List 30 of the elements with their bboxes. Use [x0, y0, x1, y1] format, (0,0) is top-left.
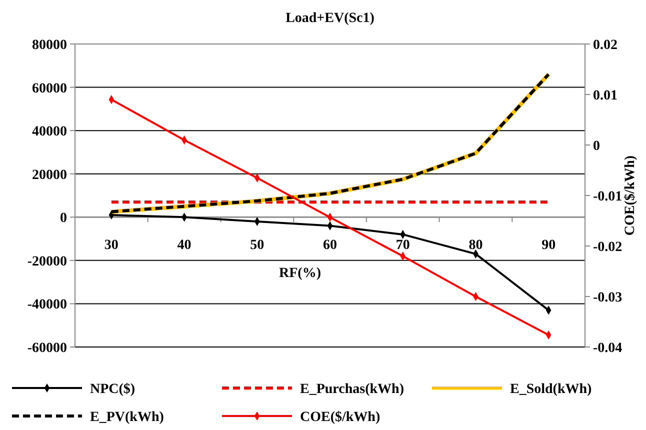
chart-title: Load+EV(Sc1) [286, 11, 375, 26]
y2-tick-label: -0.01 [593, 190, 622, 204]
x-tick-label: 30 [104, 238, 118, 254]
y-tick-label: 80000 [32, 38, 67, 53]
y-tick-label: 60000 [32, 81, 67, 96]
y2-axis-title: COE($/kWh) [623, 155, 638, 236]
y-tick-label: -40000 [27, 298, 67, 313]
y2-tick-label: 0.01 [593, 88, 618, 104]
y2-tick-label: -0.03 [593, 290, 622, 306]
legend-label: COE($/kWh) [300, 410, 380, 425]
y-tick-label: 20000 [32, 168, 67, 183]
x-tick-label: 80 [468, 238, 483, 254]
x-tick-label: 60 [323, 238, 337, 254]
x-tick-label: 70 [396, 238, 410, 254]
y2-tick-label: 0.02 [593, 38, 618, 53]
y2-tick-label: 0 [593, 139, 600, 154]
y-tick-label: -60000 [27, 341, 67, 356]
x-axis-title: RF(%) [279, 266, 322, 282]
y-tick-label: 0 [60, 211, 67, 226]
legend-label: NPC($) [90, 382, 136, 397]
y2-tick-label: -0.04 [593, 341, 622, 356]
legend-label: E_PV(kWh) [90, 410, 164, 425]
x-tick-label: 40 [177, 238, 192, 254]
y-tick-label: 40000 [32, 124, 67, 140]
legend-label: E_Purchas(kWh) [300, 382, 404, 397]
y-tick-label: -20000 [27, 254, 67, 270]
legend-label: E_Sold(kWh) [510, 382, 592, 397]
x-tick-label: 90 [542, 238, 556, 254]
x-tick-label: 50 [250, 238, 264, 254]
y2-tick-label: -0.02 [593, 240, 622, 255]
